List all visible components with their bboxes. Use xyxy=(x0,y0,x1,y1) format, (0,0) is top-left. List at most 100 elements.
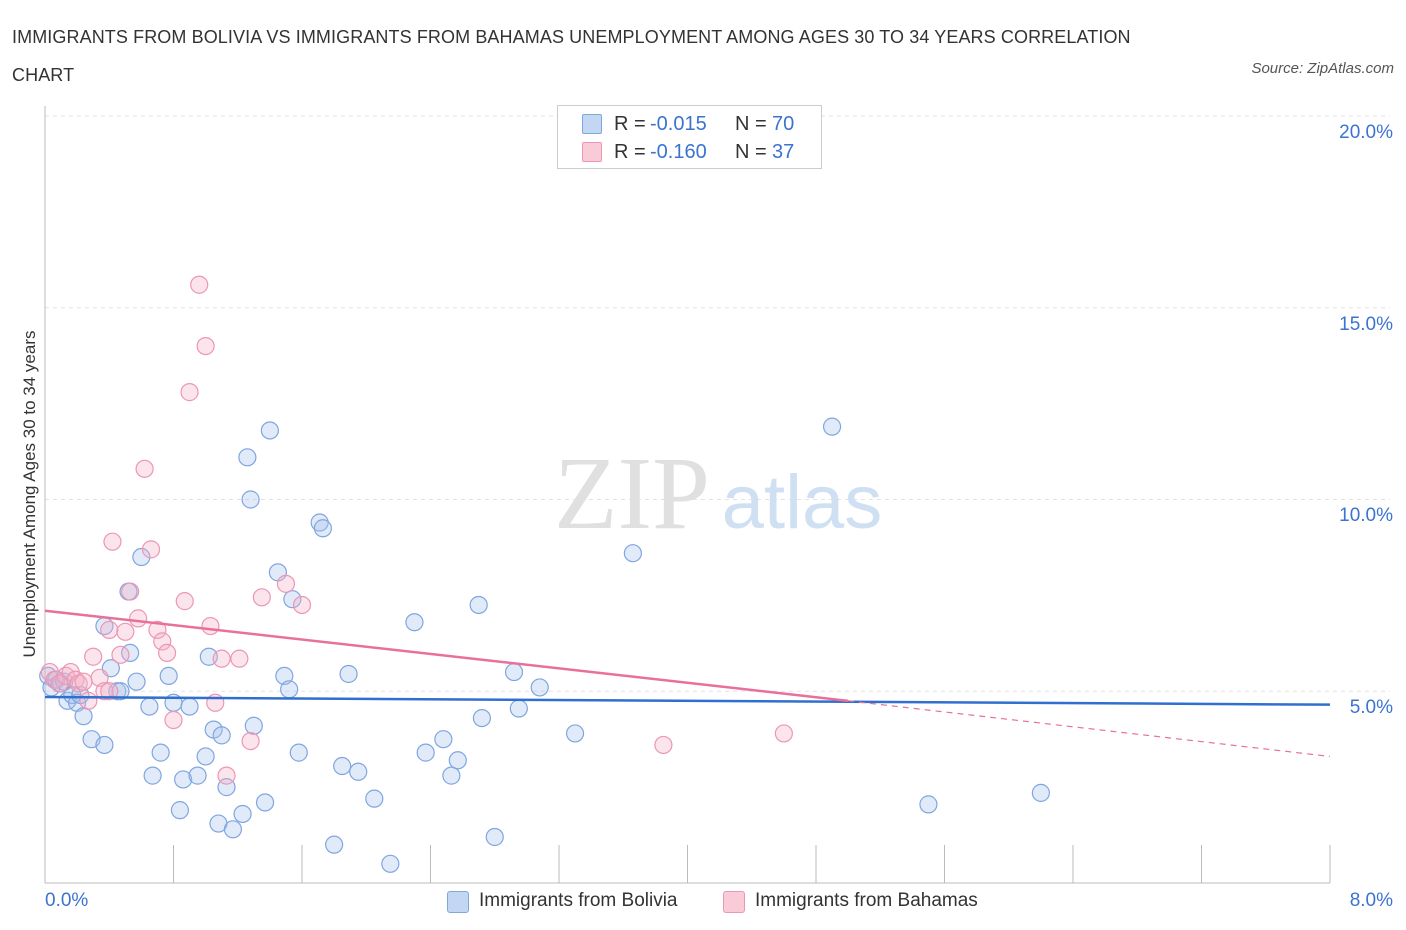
y-tick-label-15: 15.0% xyxy=(1339,314,1393,335)
bolivia-point xyxy=(280,680,299,699)
bahamas-point xyxy=(654,735,673,755)
bahamas-point xyxy=(103,532,122,551)
axes xyxy=(44,106,1331,884)
bolivia-point xyxy=(255,793,275,812)
legend-r-label: R = xyxy=(614,141,646,163)
legend-swatch-bahamas xyxy=(582,142,602,162)
bottom-legend-label-bahamas: Immigrants from Bahamas xyxy=(755,890,978,911)
bottom-legend-label-bolivia: Immigrants from Bolivia xyxy=(479,890,678,911)
bahamas-point xyxy=(121,582,140,601)
legend-swatch-bolivia xyxy=(582,114,602,134)
bolivia-point xyxy=(381,854,400,873)
correlation-legend: R = -0.015 N = 70 R = -0.160 N = 37 xyxy=(557,105,822,169)
bolivia-point xyxy=(244,716,263,735)
bolivia-point xyxy=(223,820,243,839)
bolivia-point xyxy=(95,735,114,755)
bolivia-point xyxy=(180,697,199,716)
bahamas-point xyxy=(252,588,271,607)
bahamas-point xyxy=(217,766,236,785)
bolivia-point xyxy=(132,547,151,567)
bolivia-point xyxy=(509,699,528,718)
bahamas-point xyxy=(153,632,172,651)
bottom-legend-bahamas: Immigrants from Bahamas xyxy=(723,888,978,914)
legend-n-label: N = xyxy=(735,113,767,135)
bolivia-point xyxy=(143,766,162,785)
watermark: ZIP atlas xyxy=(554,436,882,551)
bahamas-point xyxy=(212,649,231,668)
bolivia-point xyxy=(623,544,642,563)
bolivia-point xyxy=(416,743,435,762)
bolivia-point xyxy=(174,770,193,789)
bolivia-point xyxy=(196,747,215,766)
bolivia-point xyxy=(260,421,279,440)
bolivia-point xyxy=(159,666,178,686)
bahamas-point xyxy=(116,622,135,641)
bahamas-point xyxy=(201,616,220,636)
grid-lines xyxy=(45,115,1390,692)
bolivia-point xyxy=(140,697,159,716)
watermark-zip: ZIP xyxy=(554,436,710,551)
bottom-legend-swatch-bolivia xyxy=(447,891,469,913)
bolivia-point xyxy=(310,513,329,532)
bahamas-point xyxy=(141,540,161,559)
bolivia-point xyxy=(170,801,190,820)
y-tick-label-10: 10.0% xyxy=(1339,505,1393,526)
bolivia-point xyxy=(283,590,302,609)
bahamas-point xyxy=(79,691,98,710)
bolivia-point xyxy=(212,726,231,745)
bolivia-point xyxy=(74,707,93,726)
bahamas-point xyxy=(241,732,260,751)
bahamas-point xyxy=(95,682,114,701)
bolivia-point xyxy=(504,662,524,682)
legend-r-value-bolivia: -0.015 xyxy=(650,113,707,135)
legend-n-value-bahamas: 37 xyxy=(772,141,795,163)
legend-r-label: R = xyxy=(614,113,646,135)
bolivia-point xyxy=(238,448,257,467)
bahamas-point xyxy=(148,620,167,639)
bolivia-point xyxy=(472,708,491,728)
bahamas-point xyxy=(111,645,130,664)
bahamas-point xyxy=(175,592,194,611)
bolivia-point xyxy=(339,664,358,684)
bahamas-point xyxy=(276,574,296,593)
bottom-legend-bolivia: Immigrants from Bolivia xyxy=(447,888,678,914)
bahamas-point xyxy=(292,595,312,615)
bolivia-point xyxy=(127,672,146,691)
legend-r-value-bahamas: -0.160 xyxy=(650,141,707,163)
bahamas-point xyxy=(135,459,154,478)
bolivia-point xyxy=(1031,783,1050,802)
series-bolivia-points xyxy=(39,417,1050,873)
bolivia-point xyxy=(333,756,352,776)
bahamas-point xyxy=(74,672,93,691)
bahamas-point xyxy=(180,383,199,402)
bolivia-point xyxy=(530,678,549,697)
bolivia-point xyxy=(241,490,260,509)
y-tick-label-20: 20.0% xyxy=(1339,122,1393,143)
bolivia-point xyxy=(434,730,453,749)
bolivia-point xyxy=(485,827,504,847)
bolivia-point xyxy=(233,804,252,824)
source-label: Source: ZipAtlas.com xyxy=(1251,60,1394,77)
bahamas-point xyxy=(100,620,119,639)
bahamas-point xyxy=(129,609,148,628)
chart-title: IMMIGRANTS FROM BOLIVIA VS IMMIGRANTS FR… xyxy=(12,27,1131,85)
bolivia-point xyxy=(565,724,585,743)
bahamas-trend-extension xyxy=(848,700,1331,758)
bahamas-point xyxy=(100,682,119,701)
bolivia-point xyxy=(405,613,424,632)
legend-n-value-bolivia: 70 xyxy=(772,113,795,135)
bahamas-trend-line xyxy=(44,609,849,703)
bolivia-point xyxy=(442,766,461,785)
bahamas-point xyxy=(774,724,793,743)
watermark-atlas: atlas xyxy=(722,460,883,545)
trend-lines xyxy=(44,609,1331,758)
bolivia-point xyxy=(325,835,344,854)
bahamas-point xyxy=(196,337,215,356)
x-tick-label-max: 8.0% xyxy=(1349,890,1393,911)
bahamas-point xyxy=(190,275,209,294)
bolivia-point xyxy=(365,789,384,808)
bolivia-point xyxy=(188,766,207,785)
x-tick-label-min: 0.0% xyxy=(45,890,89,911)
bahamas-point xyxy=(164,710,183,730)
